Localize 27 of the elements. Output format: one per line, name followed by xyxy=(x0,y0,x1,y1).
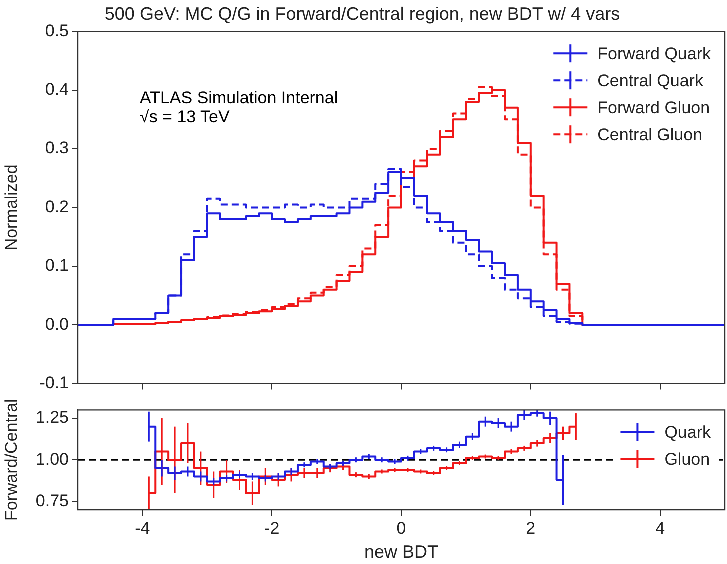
x-axis-title: new BDT xyxy=(364,542,439,562)
y-tick-label: 1.00 xyxy=(36,450,69,469)
y-axis-title: Forward/Central xyxy=(2,399,21,522)
y-tick-label: 0.2 xyxy=(45,197,69,216)
y-tick-label: -0.1 xyxy=(40,373,69,392)
y-tick-label: 0.4 xyxy=(45,80,69,99)
y-axis-title: Normalized xyxy=(2,164,21,251)
x-tick-label: 0 xyxy=(396,518,406,538)
annotation: √s = 13 TeV xyxy=(140,108,230,127)
y-tick-label: 0.75 xyxy=(36,491,69,510)
y-tick-label: 0.0 xyxy=(45,314,69,334)
legend-label: Central Quark xyxy=(598,71,704,90)
x-tick-label: 4 xyxy=(656,518,666,538)
legend-label: Forward Gluon xyxy=(598,98,710,118)
y-tick-label: 0.1 xyxy=(45,256,69,276)
y-tick-label: 1.25 xyxy=(36,408,69,428)
legend-label: Central Gluon xyxy=(598,125,703,144)
chart-title: 500 GeV: MC Q/G in Forward/Central region, new BDT w/ 4 vars xyxy=(104,4,620,24)
x-tick-label: -2 xyxy=(264,518,280,538)
y-tick-label: 0.3 xyxy=(45,138,69,158)
x-tick-label: 2 xyxy=(526,518,536,538)
y-tick-label: 0.5 xyxy=(45,21,69,40)
annotation: ATLAS Simulation Internal xyxy=(140,88,338,108)
legend-label: Gluon xyxy=(664,450,710,469)
legend-label: Forward Quark xyxy=(598,44,712,64)
legend-label: Quark xyxy=(664,422,712,442)
x-tick-label: -4 xyxy=(135,518,150,538)
